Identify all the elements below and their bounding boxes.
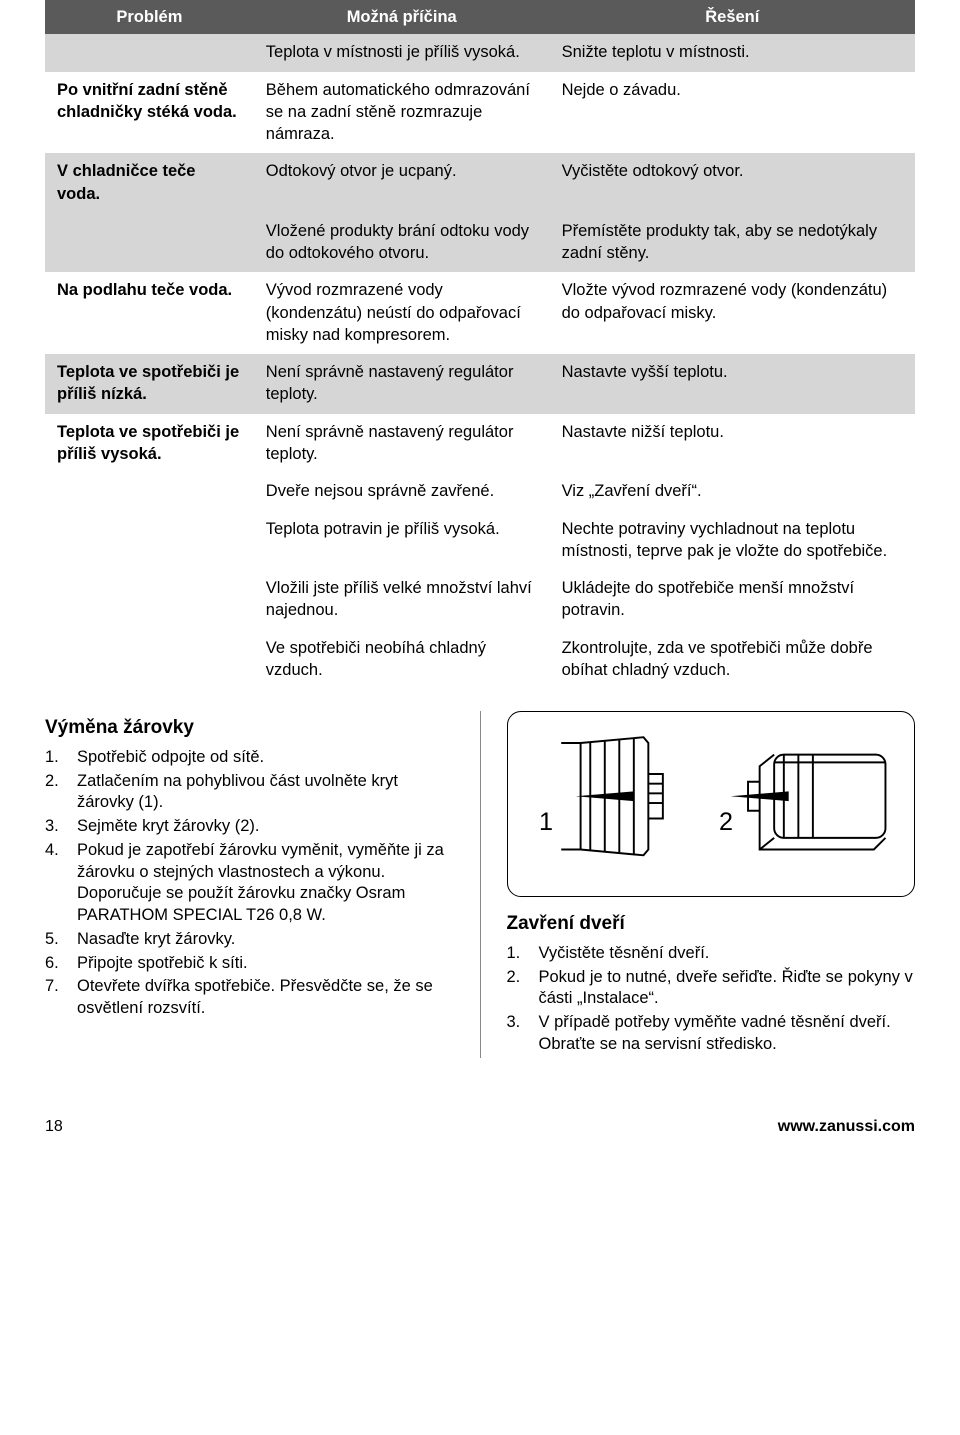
- table-cell: [45, 473, 254, 510]
- table-cell: Vývod rozmrazené vody (kondenzátu) neúst…: [254, 272, 550, 354]
- table-cell: Teplota ve spotřebiči je příliš vysoká.: [45, 414, 254, 474]
- table-cell: Není správně nastavený regulátor teploty…: [254, 354, 550, 414]
- right-column: 1 2 Zavření dveří: [507, 711, 916, 1057]
- left-column: Výměna žárovky 1.Spotřebič odpojte od sí…: [45, 711, 454, 1057]
- list-item: 1.Vyčistěte těsnění dveří.: [507, 943, 916, 965]
- table-cell: [45, 570, 254, 630]
- list-text: Nasaďte kryt žárovky.: [77, 929, 235, 951]
- table-cell: Po vnitřní zadní stěně chladničky stéká …: [45, 72, 254, 154]
- list-text: Spotřebič odpojte od sítě.: [77, 747, 264, 769]
- table-cell: Nechte potraviny vychladnout na teplotu …: [550, 511, 915, 571]
- table-row: Ve spotřebiči neobíhá chladný vzduch.Zko…: [45, 630, 915, 690]
- list-text: Pokud je zapotřebí žárovku vyměnit, vymě…: [77, 840, 454, 927]
- col-header-cause: Možná příčina: [254, 0, 550, 34]
- list-item: 2.Pokud je to nutné, dveře seřiďte. Řiďt…: [507, 967, 916, 1011]
- table-cell: Zkontrolujte, zda ve spotřebiči může dob…: [550, 630, 915, 690]
- table-cell: Vložili jste příliš velké množství lahví…: [254, 570, 550, 630]
- table-cell: V chladničce teče voda.: [45, 153, 254, 213]
- table-cell: [45, 34, 254, 71]
- table-cell: Vložte vývod rozmrazené vody (kondenzátu…: [550, 272, 915, 354]
- list-number: 5.: [45, 929, 77, 951]
- list-number: 2.: [507, 967, 539, 1011]
- list-item: 6.Připojte spotřebič k síti.: [45, 953, 454, 975]
- list-text: Pokud je to nutné, dveře seřiďte. Řiďte …: [539, 967, 916, 1011]
- table-row: V chladničce teče voda.Odtokový otvor je…: [45, 153, 915, 213]
- list-item: 2.Zatlačením na pohyblivou část uvolněte…: [45, 771, 454, 815]
- col-header-solution: Řešení: [550, 0, 915, 34]
- table-cell: Odtokový otvor je ucpaný.: [254, 153, 550, 213]
- table-cell: Snižte teplotu v místnosti.: [550, 34, 915, 71]
- bulb-steps: 1.Spotřebič odpojte od sítě.2.Zatlačením…: [45, 747, 454, 1020]
- list-number: 4.: [45, 840, 77, 927]
- list-item: 3.V případě potřeby vyměňte vadné těsněn…: [507, 1012, 916, 1056]
- table-cell: Během automatického odmrazování se na za…: [254, 72, 550, 154]
- heading-doors: Zavření dveří: [507, 911, 916, 937]
- diagram-label-1: 1: [538, 808, 552, 836]
- col-header-problem: Problém: [45, 0, 254, 34]
- list-text: Sejměte kryt žárovky (2).: [77, 816, 259, 838]
- table-cell: Přemístěte produkty tak, aby se nedotýka…: [550, 213, 915, 273]
- table-row: Dveře nejsou správně zavřené.Viz „Zavřen…: [45, 473, 915, 510]
- list-number: 3.: [507, 1012, 539, 1056]
- table-cell: [45, 630, 254, 690]
- list-item: 1.Spotřebič odpojte od sítě.: [45, 747, 454, 769]
- troubleshooting-table: Problém Možná příčina Řešení Teplota v m…: [45, 0, 915, 689]
- table-row: Teplota ve spotřebiči je příliš vysoká.N…: [45, 414, 915, 474]
- table-cell: Nastavte vyšší teplotu.: [550, 354, 915, 414]
- table-cell: Teplota ve spotřebiči je příliš nízká.: [45, 354, 254, 414]
- table-cell: Vložené produkty brání odtoku vody do od…: [254, 213, 550, 273]
- table-cell: [45, 511, 254, 571]
- diagram-label-2: 2: [718, 808, 732, 836]
- table-cell: Není správně nastavený regulátor teploty…: [254, 414, 550, 474]
- list-number: 6.: [45, 953, 77, 975]
- table-row: Teplota v místnosti je příliš vysoká.Sni…: [45, 34, 915, 71]
- table-row: Vložili jste příliš velké množství lahví…: [45, 570, 915, 630]
- page-footer: 18 www.zanussi.com: [45, 1116, 915, 1138]
- table-cell: Nejde o závadu.: [550, 72, 915, 154]
- table-cell: Nastavte nižší teplotu.: [550, 414, 915, 474]
- table-cell: Ukládejte do spotřebiče menší množství p…: [550, 570, 915, 630]
- footer-url: www.zanussi.com: [778, 1116, 915, 1138]
- list-text: V případě potřeby vyměňte vadné těsnění …: [539, 1012, 916, 1056]
- list-item: 4.Pokud je zapotřebí žárovku vyměnit, vy…: [45, 840, 454, 927]
- table-row: Na podlahu teče voda.Vývod rozmrazené vo…: [45, 272, 915, 354]
- table-cell: [45, 213, 254, 273]
- table-cell: Dveře nejsou správně zavřené.: [254, 473, 550, 510]
- table-cell: Teplota potravin je příliš vysoká.: [254, 511, 550, 571]
- table-row: Teplota potravin je příliš vysoká.Nechte…: [45, 511, 915, 571]
- list-item: 3.Sejměte kryt žárovky (2).: [45, 816, 454, 838]
- list-item: 7.Otevřete dvířka spotřebiče. Přesvědčte…: [45, 976, 454, 1020]
- list-text: Otevřete dvířka spotřebiče. Přesvědčte s…: [77, 976, 454, 1020]
- page-number: 18: [45, 1116, 63, 1138]
- table-row: Teplota ve spotřebiči je příliš nízká.Ne…: [45, 354, 915, 414]
- doors-steps: 1.Vyčistěte těsnění dveří.2.Pokud je to …: [507, 943, 916, 1056]
- table-cell: Viz „Zavření dveří“.: [550, 473, 915, 510]
- table-cell: Na podlahu teče voda.: [45, 272, 254, 354]
- table-row: Vložené produkty brání odtoku vody do od…: [45, 213, 915, 273]
- list-number: 7.: [45, 976, 77, 1020]
- list-text: Zatlačením na pohyblivou část uvolněte k…: [77, 771, 454, 815]
- list-text: Vyčistěte těsnění dveří.: [539, 943, 710, 965]
- list-number: 1.: [45, 747, 77, 769]
- table-cell: Vyčistěte odtokový otvor.: [550, 153, 915, 213]
- table-cell: Teplota v místnosti je příliš vysoká.: [254, 34, 550, 71]
- table-cell: Ve spotřebiči neobíhá chladný vzduch.: [254, 630, 550, 690]
- list-text: Připojte spotřebič k síti.: [77, 953, 248, 975]
- column-divider: [480, 711, 481, 1057]
- list-number: 2.: [45, 771, 77, 815]
- bulb-diagram: 1 2: [507, 711, 916, 897]
- table-row: Po vnitřní zadní stěně chladničky stéká …: [45, 72, 915, 154]
- list-number: 1.: [507, 943, 539, 965]
- list-number: 3.: [45, 816, 77, 838]
- list-item: 5.Nasaďte kryt žárovky.: [45, 929, 454, 951]
- heading-bulb: Výměna žárovky: [45, 715, 454, 741]
